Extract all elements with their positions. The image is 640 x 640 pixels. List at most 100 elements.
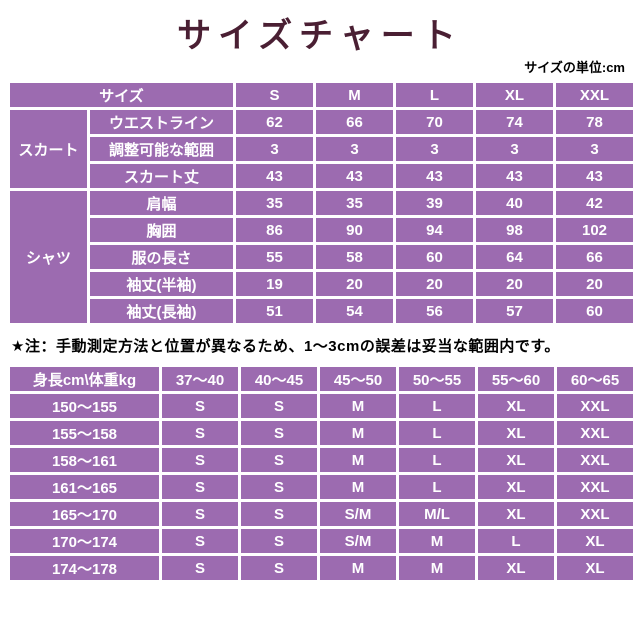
measurement-label: 服の長さ (87, 242, 236, 273)
measurement-label: 袖丈(長袖) (87, 296, 236, 327)
weight-column-header: 37〜40 (159, 364, 241, 395)
measurement-value: 42 (553, 188, 636, 219)
recommended-size: L (396, 472, 478, 503)
size-column-header: S (233, 80, 316, 111)
measurement-value: 3 (473, 134, 556, 165)
measurement-value: 3 (393, 134, 476, 165)
fit-table-row: 155〜158 S S M L XL XXL (7, 418, 636, 449)
height-range-label: 158〜161 (7, 445, 162, 476)
size-column-header: XL (473, 80, 556, 111)
measurement-value: 3 (313, 134, 396, 165)
weight-column-header: 40〜45 (238, 364, 320, 395)
size-table-row: シャツ 肩幅 35 35 39 40 42 (7, 188, 636, 327)
measurement-value: 66 (553, 242, 636, 273)
size-table-body: スカート ウエストライン 62 66 70 74 78 調整可能な範囲 3 3 3 3 3 スカート丈 43… (7, 107, 636, 327)
size-column-header: XXL (553, 80, 636, 111)
size-column-header: L (393, 80, 476, 111)
measurement-value: 86 (233, 215, 316, 246)
measurement-value: 57 (473, 296, 556, 327)
recommended-size: S (159, 445, 241, 476)
note-text: 手動測定方法と位置が異なるため、1〜3cmの誤差は妥当な範囲内です。 (55, 338, 560, 356)
measurement-value: 90 (313, 215, 396, 246)
measurement-value: 40 (473, 188, 556, 219)
recommended-size: L (396, 418, 478, 449)
recommended-size: S (238, 391, 320, 422)
size-table-row: 服の長さ 55 58 60 64 66 (9, 242, 636, 273)
size-table-row: 袖丈(長袖) 51 54 56 57 60 (9, 296, 636, 327)
recommended-size: XL (475, 391, 557, 422)
recommended-size: M (317, 445, 399, 476)
fit-table-row: 158〜161 S S M L XL XXL (7, 445, 636, 476)
measurement-value: 70 (393, 107, 476, 138)
recommended-size: L (475, 526, 557, 557)
recommended-size: XL (475, 418, 557, 449)
measurement-value: 54 (313, 296, 396, 327)
measurement-value: 62 (233, 107, 316, 138)
measurement-value: 64 (473, 242, 556, 273)
recommended-size: M (317, 418, 399, 449)
measurement-value: 20 (313, 269, 396, 300)
garment-group-label: シャツ (7, 188, 90, 327)
size-table-row: スカート丈 43 43 43 43 43 (9, 161, 636, 192)
measurement-value: 60 (393, 242, 476, 273)
fit-table-body: 150〜155 S S M L XL XXL 155〜158 S S M L XL XXL 158〜161 S… (7, 391, 636, 584)
recommended-size: S (159, 391, 241, 422)
recommended-size: XXL (554, 391, 636, 422)
size-table-row: スカート ウエストライン 62 66 70 74 78 (7, 107, 636, 192)
measurement-label: 肩幅 (87, 188, 236, 219)
weight-column-header: 60〜65 (554, 364, 636, 395)
recommended-size: M (396, 553, 478, 584)
height-range-label: 150〜155 (7, 391, 162, 422)
measurement-label: 胸囲 (87, 215, 236, 246)
recommended-size: XL (554, 553, 636, 584)
weight-column-header: 50〜55 (396, 364, 478, 395)
height-range-label: 161〜165 (7, 472, 162, 503)
size-column-header: M (313, 80, 396, 111)
recommended-size: L (396, 391, 478, 422)
recommended-size: S/M (317, 526, 399, 557)
unit-note: サイズの単位:cm (524, 60, 625, 76)
recommended-size: L (396, 445, 478, 476)
measurement-label: 調整可能な範囲 (87, 134, 236, 165)
recommended-size: XL (475, 553, 557, 584)
size-table-row: 袖丈(半袖) 19 20 20 20 20 (9, 269, 636, 300)
measurement-value: 3 (553, 134, 636, 165)
fit-table-corner-cell: 身長cm\体重kg (7, 364, 162, 395)
recommended-size: S (238, 472, 320, 503)
measurement-value: 43 (393, 161, 476, 192)
measurement-value: 35 (313, 188, 396, 219)
recommended-size: XL (475, 445, 557, 476)
recommended-size: XXL (554, 499, 636, 530)
size-table-header-row: サイズ S M L XL XXL (7, 80, 636, 111)
recommended-size: XXL (554, 472, 636, 503)
measurement-value: 78 (553, 107, 636, 138)
measurement-value: 43 (313, 161, 396, 192)
size-table-row: 胸囲 86 90 94 98 102 (9, 215, 636, 246)
measurement-value: 55 (233, 242, 316, 273)
measurement-value: 66 (313, 107, 396, 138)
weight-column-header: 45〜50 (317, 364, 399, 395)
measurement-value: 58 (313, 242, 396, 273)
measurement-value: 43 (233, 161, 316, 192)
note-prefix: ★注： (11, 338, 56, 356)
fit-table: 身長cm\体重kg 37〜40 40〜45 45〜50 50〜55 55〜60 60〜65… (7, 364, 636, 584)
recommended-size: S (238, 418, 320, 449)
page-title: サイズチャート (177, 17, 463, 55)
measurement-value: 20 (473, 269, 556, 300)
recommended-size: S (159, 526, 241, 557)
fit-table-row: 170〜174 S S S/M M L XL (7, 526, 636, 557)
measurement-value: 43 (473, 161, 556, 192)
recommended-size: M (317, 391, 399, 422)
fit-table-row: 150〜155 S S M L XL XXL (7, 391, 636, 422)
measurement-value: 20 (553, 269, 636, 300)
measurement-value: 56 (393, 296, 476, 327)
measurement-value: 20 (393, 269, 476, 300)
measurement-value: 74 (473, 107, 556, 138)
recommended-size: M (396, 526, 478, 557)
measurement-value: 51 (233, 296, 316, 327)
measurement-value: 98 (473, 215, 556, 246)
recommended-size: S (159, 553, 241, 584)
measurement-value: 60 (553, 296, 636, 327)
height-range-label: 155〜158 (7, 418, 162, 449)
